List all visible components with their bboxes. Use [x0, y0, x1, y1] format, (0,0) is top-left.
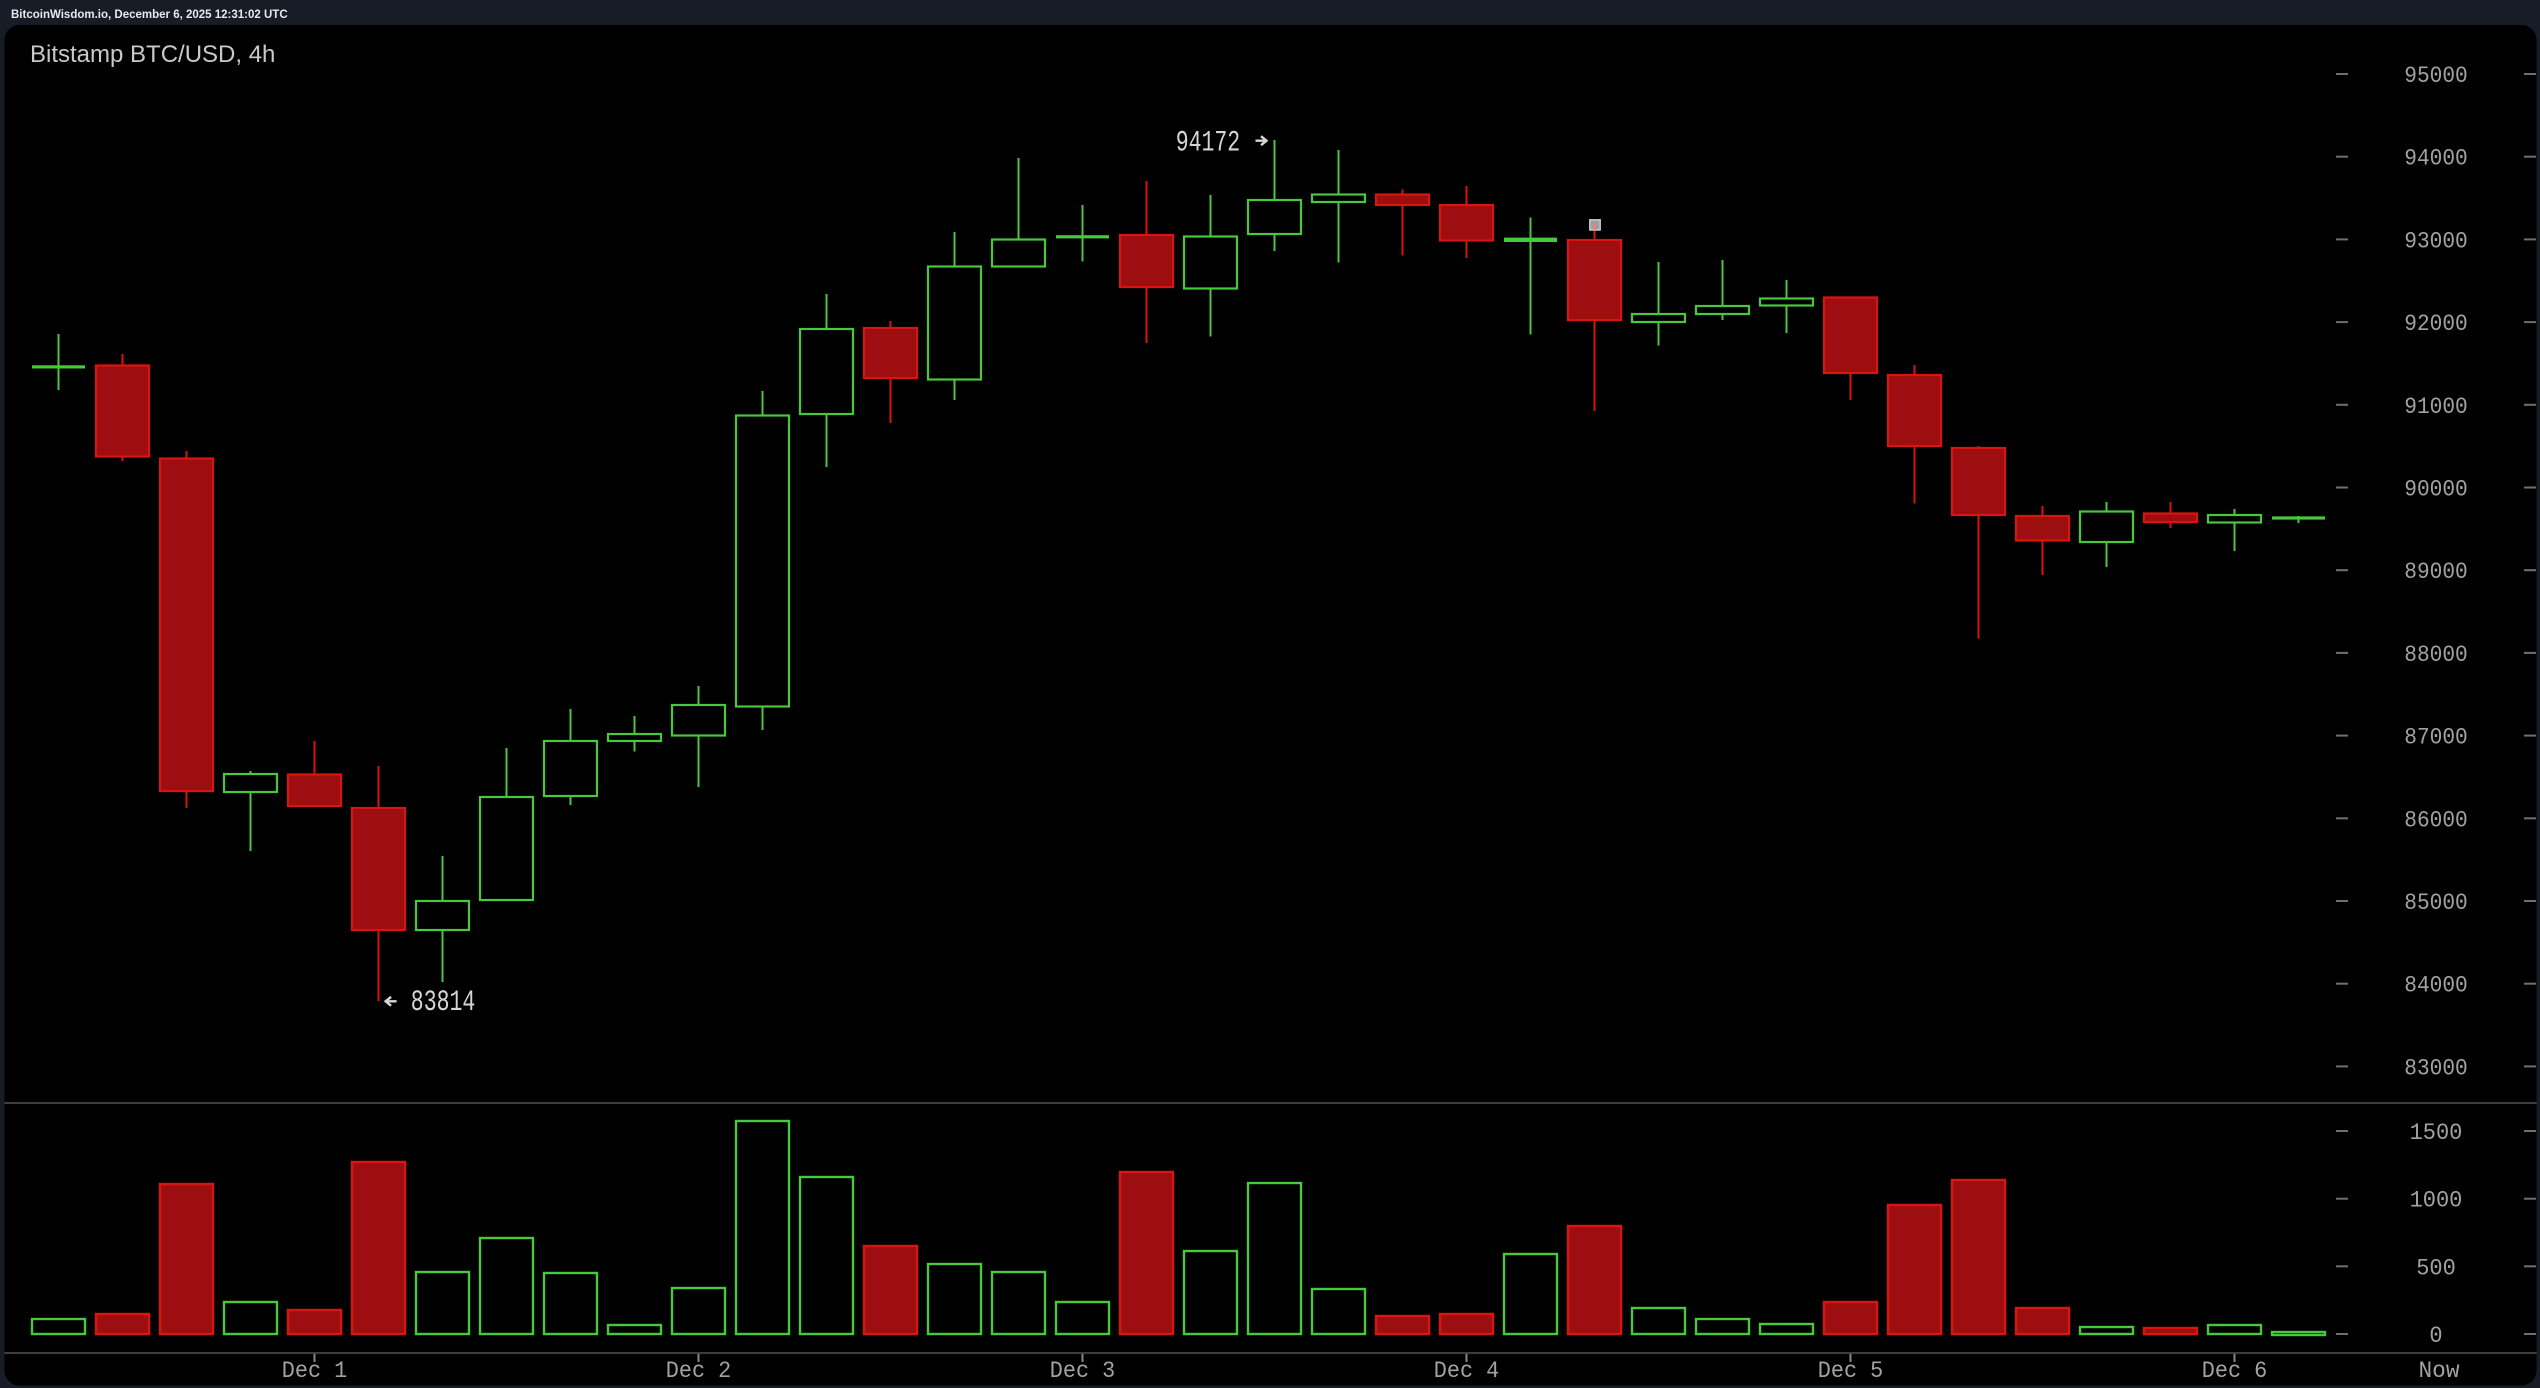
svg-text:94000: 94000: [2404, 146, 2468, 172]
svg-text:84000: 84000: [2404, 973, 2468, 999]
svg-text:83000: 83000: [2404, 1055, 2468, 1081]
svg-text:90000: 90000: [2404, 477, 2468, 503]
svg-text:Dec 1: Dec 1: [282, 1358, 348, 1384]
svg-text:91000: 91000: [2404, 394, 2468, 420]
svg-text:Dec 3: Dec 3: [1050, 1358, 1116, 1384]
svg-text:Dec 6: Dec 6: [2202, 1358, 2268, 1384]
svg-text:86000: 86000: [2404, 807, 2468, 833]
svg-text:Dec 5: Dec 5: [1818, 1358, 1884, 1384]
svg-text:87000: 87000: [2404, 725, 2468, 751]
svg-text:94172: 94172: [1176, 126, 1241, 160]
svg-text:1000: 1000: [2410, 1188, 2463, 1214]
svg-text:1500: 1500: [2410, 1120, 2463, 1146]
svg-text:0: 0: [2429, 1323, 2442, 1349]
svg-text:88000: 88000: [2404, 642, 2468, 668]
svg-text:Dec 4: Dec 4: [1434, 1358, 1500, 1384]
svg-text:Now: Now: [2419, 1358, 2460, 1384]
svg-text:89000: 89000: [2404, 559, 2468, 585]
svg-text:92000: 92000: [2404, 311, 2468, 337]
svg-text:95000: 95000: [2404, 63, 2468, 89]
svg-text:Dec 2: Dec 2: [666, 1358, 732, 1384]
svg-text:85000: 85000: [2404, 890, 2468, 916]
svg-text:500: 500: [2416, 1255, 2456, 1281]
svg-text:BitcoinWisdom.io, December 6,: BitcoinWisdom.io, December 6, 2025 12:31…: [11, 9, 288, 21]
svg-text:83814: 83814: [411, 986, 476, 1020]
svg-text:93000: 93000: [2404, 228, 2468, 254]
svg-text:Bitstamp BTC/USD, 4h: Bitstamp BTC/USD, 4h: [30, 41, 275, 68]
